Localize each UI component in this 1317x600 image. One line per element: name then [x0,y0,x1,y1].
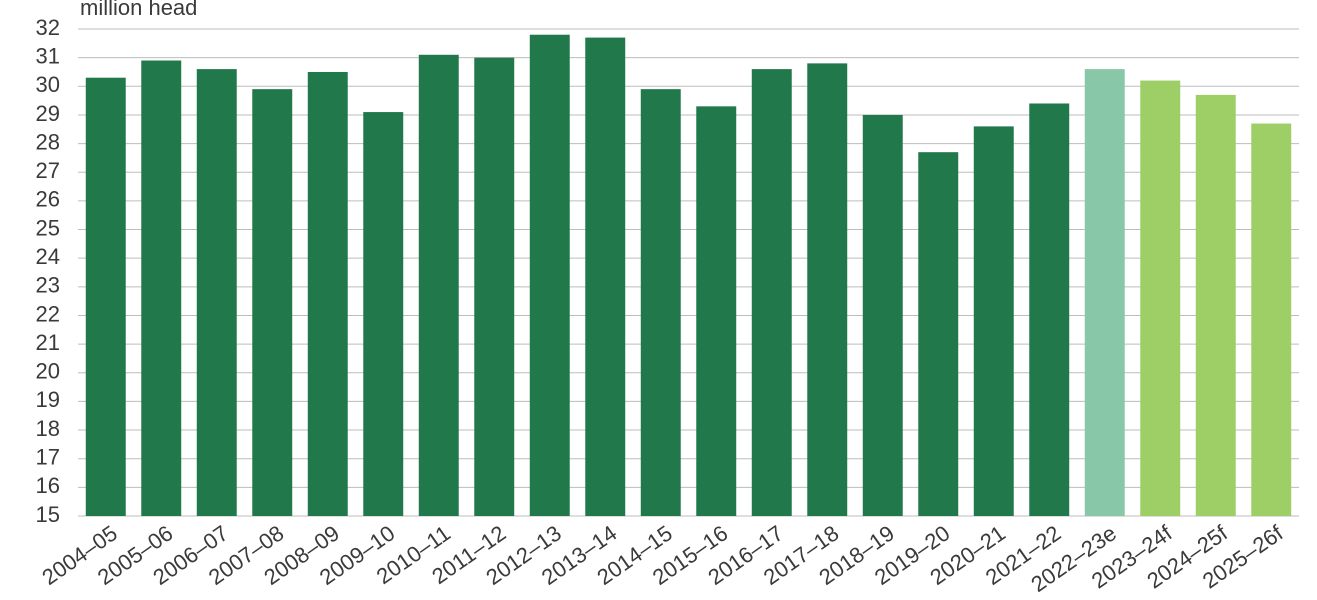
bar [1195,94,1236,516]
bar [696,106,737,517]
bar [529,34,570,517]
bar [973,126,1014,517]
y-tick-label: 16 [36,473,60,498]
y-tick-label: 24 [36,244,60,269]
bar [474,57,515,516]
bar [751,69,792,516]
bar [1029,103,1070,516]
bar [418,54,459,517]
bar [1084,69,1125,516]
y-tick-label: 31 [36,43,60,68]
y-tick-label: 18 [36,416,60,441]
y-tick-label: 29 [36,101,60,126]
bar [363,112,404,516]
bar [1251,123,1292,517]
bar [1140,80,1181,517]
y-tick-label: 28 [36,129,60,154]
bar [640,89,681,517]
y-tick-label: 26 [36,187,60,212]
y-tick-label: 23 [36,273,60,298]
bar [141,60,182,516]
y-tick-label: 19 [36,387,60,412]
bar [862,114,903,517]
y-tick-label: 20 [36,359,60,384]
y-tick-label: 25 [36,215,60,240]
bar [85,77,126,516]
y-tick-label: 22 [36,301,60,326]
bar [585,37,626,516]
bar [196,69,237,516]
y-tick-label: 15 [36,502,60,527]
bar [252,89,293,517]
y-tick-label: 27 [36,158,60,183]
y-tick-label: 21 [36,330,60,355]
y-tick-label: 30 [36,72,60,97]
y-tick-label: 32 [36,15,60,40]
y-tick-label: 17 [36,445,60,470]
bar [918,152,959,516]
bar [307,71,348,517]
y-axis-label: million head [80,0,197,20]
bar [807,63,848,517]
